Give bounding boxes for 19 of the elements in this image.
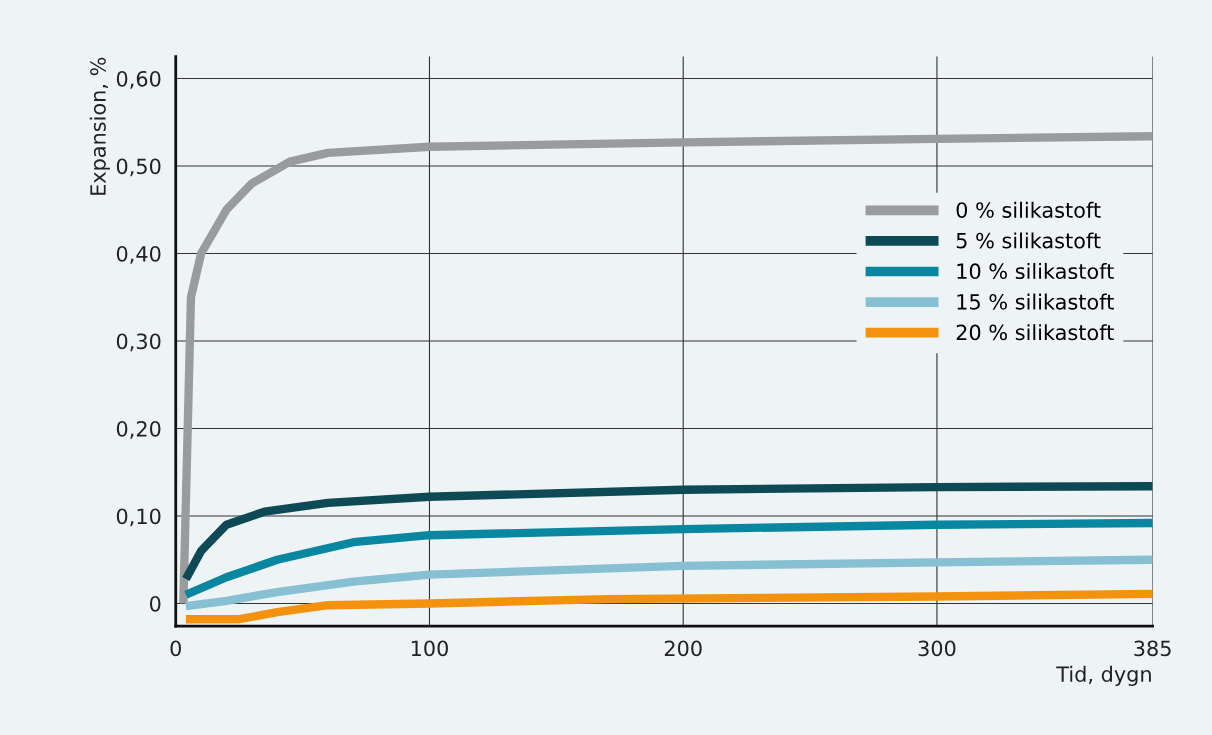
y-tick-label: 0 <box>149 595 161 612</box>
x-tick-label: 385 <box>1134 640 1171 657</box>
y-tick-label: 0,30 <box>116 333 161 352</box>
y-axis-title: Expansion, % <box>89 57 110 195</box>
x-tick-label: 100 <box>411 640 448 657</box>
legend-label: 10 % silikastoft <box>957 262 1114 280</box>
legend-label: 20 % silikastoft <box>956 324 1114 341</box>
y-tick-label: 0,40 <box>116 245 161 264</box>
y-tick-label: 0,50 <box>116 158 161 177</box>
y-tick-label: 0,10 <box>116 508 161 527</box>
x-tick-label: 300 <box>918 640 956 657</box>
y-tick-label: 0,60 <box>116 70 161 89</box>
legend-label: 15 % silikastoft <box>957 293 1114 310</box>
legend-label: 5 % silikastoft <box>956 232 1101 249</box>
y-tick-label: 0,20 <box>116 420 161 439</box>
legend-label: 0 % silikastoft <box>956 201 1101 218</box>
x-axis-title: Tid, dygn <box>1056 665 1151 686</box>
x-tick-label: 200 <box>664 640 702 657</box>
x-tick-label: 0 <box>170 640 181 657</box>
